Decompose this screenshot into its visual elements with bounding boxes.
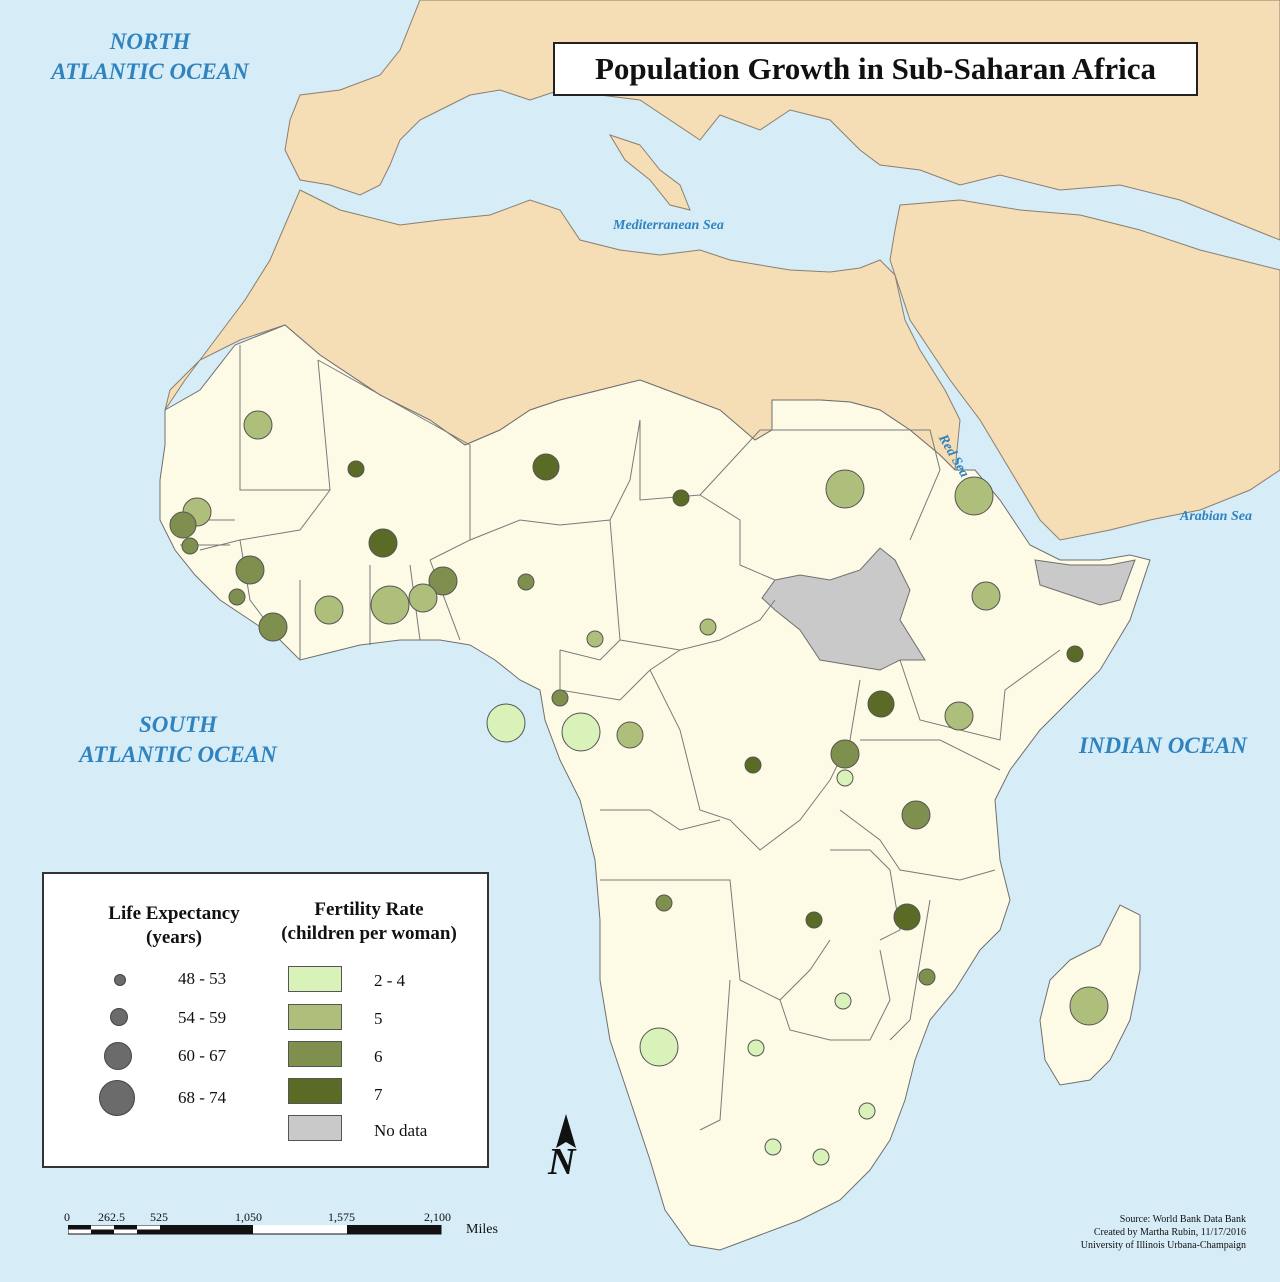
country-symbol	[517, 573, 535, 591]
country-symbol	[243, 410, 273, 440]
life-expectancy-symbols	[169, 410, 1109, 1166]
country-symbol	[561, 712, 601, 752]
country-symbol	[551, 689, 569, 707]
country-symbol	[347, 460, 365, 478]
country-symbol	[314, 595, 344, 625]
life-class-symbol	[114, 974, 126, 986]
north-arrow-icon	[556, 1114, 576, 1148]
scale-tick-label: 262.5	[98, 1210, 125, 1224]
life-class-label: 60 - 67	[178, 1046, 227, 1065]
country-symbol	[368, 528, 398, 558]
fert-swatch-5	[288, 1004, 342, 1030]
fert-swatch-7	[288, 1078, 342, 1104]
country-symbol	[486, 703, 526, 743]
mediterranean-label: Mediterranean Sea	[613, 218, 724, 233]
country-symbol	[834, 992, 852, 1010]
ocean-label-line: NORTH	[109, 29, 191, 54]
indian-ocean-label: INDIAN OCEAN	[1078, 733, 1248, 758]
country-symbol	[169, 511, 197, 539]
life-class-symbol	[110, 1008, 128, 1026]
map-title: Population Growth in Sub-Saharan Africa	[553, 42, 1198, 96]
country-symbol	[699, 618, 717, 636]
country-symbol	[408, 583, 438, 613]
country-symbol	[655, 894, 673, 912]
fertility-rate-heading: Fertility Rate (children per woman)	[259, 898, 479, 946]
country-symbol	[228, 588, 246, 606]
life-class-symbol	[99, 1080, 135, 1116]
country-symbol	[181, 537, 199, 555]
north-atlantic-label: NORTH ATLANTIC OCEAN	[30, 27, 270, 87]
scale-tick-label: 1,575	[328, 1210, 355, 1224]
fert-class-label: 5	[374, 1009, 383, 1028]
country-symbol	[258, 612, 288, 642]
scale-bar: 0 262.5 525 1,050 1,575 2,100 Miles	[60, 1210, 520, 1250]
no-data-somaliland	[1034, 559, 1136, 606]
north-label: N	[548, 1141, 576, 1183]
life-class-label: 68 - 74	[178, 1088, 227, 1107]
country-symbol	[1066, 645, 1084, 663]
legend-heading-line: Life Expectancy	[108, 903, 240, 924]
scale-tick-label: 1,050	[235, 1210, 262, 1224]
italy-land	[608, 134, 691, 211]
country-symbol	[744, 756, 762, 774]
scale-unit: Miles	[466, 1222, 498, 1237]
fert-class-label: 6	[374, 1047, 383, 1066]
credit-line: University of Illinois Urbana-Champaign	[1080, 1240, 1246, 1251]
fert-swatch-no-data	[288, 1115, 342, 1141]
life-class-label: 48 - 53	[178, 969, 227, 988]
legend-heading-line: (children per woman)	[281, 923, 457, 944]
country-symbol	[901, 800, 931, 830]
country-symbol	[639, 1027, 679, 1067]
country-symbol	[1069, 986, 1109, 1026]
credit-line: Created by Martha Rubin, 11/17/2016	[1093, 1227, 1246, 1238]
credits: Source: World Bank Data Bank Created by …	[1081, 1213, 1246, 1252]
fert-class-label: No data	[374, 1121, 428, 1140]
country-symbol	[825, 469, 865, 509]
country-symbol	[836, 769, 854, 787]
scale-bar-graphic	[68, 1225, 442, 1235]
arabian-sea-label: Arabian Sea	[1180, 509, 1252, 524]
country-symbol	[764, 1138, 782, 1156]
life-expectancy-heading: Life Expectancy (years)	[74, 902, 274, 950]
ocean-label-line: ATLANTIC OCEAN	[79, 742, 277, 767]
country-symbol	[812, 1148, 830, 1166]
country-symbol	[672, 489, 690, 507]
country-symbol	[370, 585, 410, 625]
country-symbol	[954, 476, 994, 516]
legend-heading-line: (years)	[146, 927, 202, 948]
fert-class-label: 2 - 4	[374, 971, 406, 990]
ocean-label-line: SOUTH	[139, 712, 217, 737]
country-symbol	[918, 968, 936, 986]
scale-tick-label: 0	[64, 1210, 70, 1224]
country-symbol	[893, 903, 921, 931]
scale-tick-label: 525	[150, 1210, 168, 1224]
fert-swatch-2-4	[288, 966, 342, 992]
arabia-land	[889, 199, 1280, 541]
legend-heading-line: Fertility Rate	[314, 899, 424, 920]
legend: Life Expectancy (years) Fertility Rate (…	[42, 872, 489, 1168]
country-symbol	[235, 555, 265, 585]
south-atlantic-label: SOUTH ATLANTIC OCEAN	[58, 710, 298, 770]
country-symbol	[867, 690, 895, 718]
country-symbol	[944, 701, 974, 731]
life-class-symbol	[104, 1042, 132, 1070]
fert-class-label: 7	[374, 1085, 383, 1104]
country-symbol	[805, 911, 823, 929]
country-symbol	[586, 630, 604, 648]
no-data-south-sudan	[761, 547, 926, 671]
ocean-label-line: ATLANTIC OCEAN	[51, 59, 249, 84]
country-symbol	[428, 566, 458, 596]
fert-swatch-6	[288, 1041, 342, 1067]
country-symbol	[858, 1102, 876, 1120]
country-symbol	[616, 721, 644, 749]
country-symbol	[747, 1039, 765, 1057]
credit-line: Source: World Bank Data Bank	[1119, 1214, 1246, 1225]
life-class-label: 54 - 59	[178, 1008, 227, 1027]
scale-tick-label: 2,100	[424, 1210, 451, 1224]
country-symbol	[532, 453, 560, 481]
country-symbol	[830, 739, 860, 769]
country-symbol	[971, 581, 1001, 611]
